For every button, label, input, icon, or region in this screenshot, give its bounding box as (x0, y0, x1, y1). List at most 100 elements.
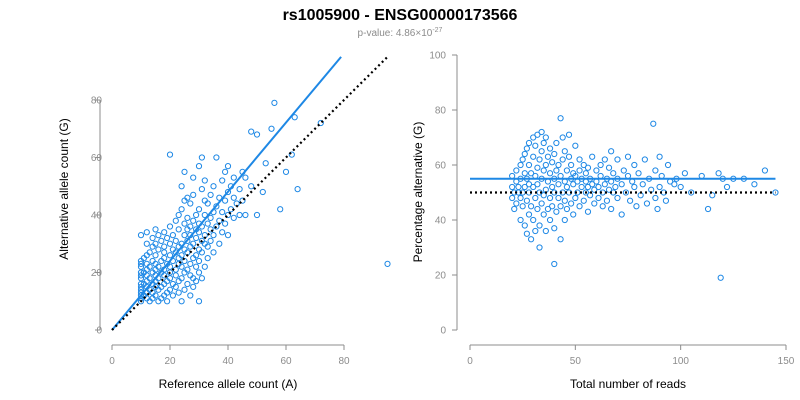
data-point (650, 120, 657, 127)
data-point (534, 131, 541, 138)
data-point (222, 220, 229, 227)
data-point (509, 194, 516, 202)
data-point (224, 188, 232, 196)
y-tick-label: 60 (435, 161, 447, 172)
data-point (627, 197, 634, 204)
data-point (608, 148, 615, 155)
data-point (544, 153, 552, 160)
data-point (152, 252, 159, 259)
data-point (565, 131, 573, 138)
data-point (557, 203, 564, 210)
data-point (639, 181, 646, 188)
data-point (521, 222, 528, 229)
data-point (635, 170, 642, 177)
data-point (166, 151, 174, 158)
fitted-line (111, 56, 342, 331)
data-point (181, 168, 188, 175)
data-point (546, 216, 554, 224)
data-point (184, 237, 191, 244)
data-point (207, 226, 214, 233)
data-point (544, 205, 552, 213)
data-point (271, 99, 278, 106)
y-tick-label: 40 (91, 211, 103, 222)
data-point (198, 186, 205, 193)
data-point (599, 203, 606, 210)
y-tick-label: 100 (429, 51, 446, 62)
data-point (152, 292, 159, 299)
data-point (772, 189, 779, 196)
data-point (723, 183, 731, 191)
data-point (605, 164, 613, 171)
x-tick-label: 40 (222, 356, 234, 367)
data-point (213, 154, 220, 161)
data-point (532, 194, 539, 202)
data-point (521, 150, 528, 158)
data-point (597, 161, 604, 169)
data-point (523, 145, 530, 152)
data-point (137, 269, 145, 276)
data-point (187, 223, 194, 230)
data-point (198, 275, 205, 282)
data-point (288, 151, 295, 158)
data-point (572, 142, 579, 149)
data-point (527, 170, 535, 177)
data-point (198, 249, 205, 256)
data-point (210, 249, 217, 256)
data-point (195, 163, 203, 170)
x-tick-label: 100 (672, 356, 689, 367)
data-point (656, 183, 663, 191)
data-point (542, 227, 549, 235)
data-point (551, 260, 558, 268)
data-point (517, 161, 524, 169)
data-point (523, 230, 530, 237)
data-point (169, 292, 176, 299)
y-tick-label: 0 (440, 326, 446, 337)
data-point (210, 232, 217, 239)
data-point (213, 203, 220, 210)
data-point (155, 246, 162, 253)
data-point (614, 156, 621, 163)
data-point (190, 240, 197, 247)
data-point (137, 275, 145, 282)
data-point (172, 272, 179, 279)
chart-title: rs1005900 - ENSG00000173566 (283, 7, 518, 24)
data-point (532, 142, 539, 149)
data-point (527, 236, 535, 243)
data-point (525, 161, 533, 169)
data-point (195, 229, 203, 236)
data-point (146, 249, 153, 256)
data-point (589, 181, 596, 188)
data-point (603, 197, 611, 204)
data-point (190, 191, 197, 198)
data-point (219, 209, 226, 216)
data-point (538, 200, 545, 207)
data-point (161, 243, 168, 250)
data-point (565, 153, 573, 160)
data-point (198, 154, 205, 161)
data-point (137, 263, 145, 270)
data-point (187, 292, 194, 299)
data-point (513, 200, 520, 207)
data-point (517, 194, 524, 202)
data-point (248, 183, 255, 190)
data-point (534, 205, 541, 213)
data-point (172, 283, 179, 290)
data-point (540, 192, 547, 199)
data-point (190, 217, 197, 224)
data-point (178, 252, 185, 259)
data-point (164, 298, 171, 305)
data-point (521, 170, 528, 177)
chart-subtitle: p-value: 4.86×10-27 (358, 27, 443, 39)
data-point (536, 244, 543, 251)
data-point (201, 177, 208, 184)
data-point (207, 237, 214, 244)
data-point (172, 237, 179, 244)
y-tick-label: 80 (91, 96, 103, 107)
data-point (137, 286, 145, 293)
data-point (515, 183, 522, 191)
data-point (193, 278, 200, 285)
data-point (559, 156, 566, 163)
x-tick-label: 60 (280, 356, 292, 367)
data-point (172, 217, 179, 224)
